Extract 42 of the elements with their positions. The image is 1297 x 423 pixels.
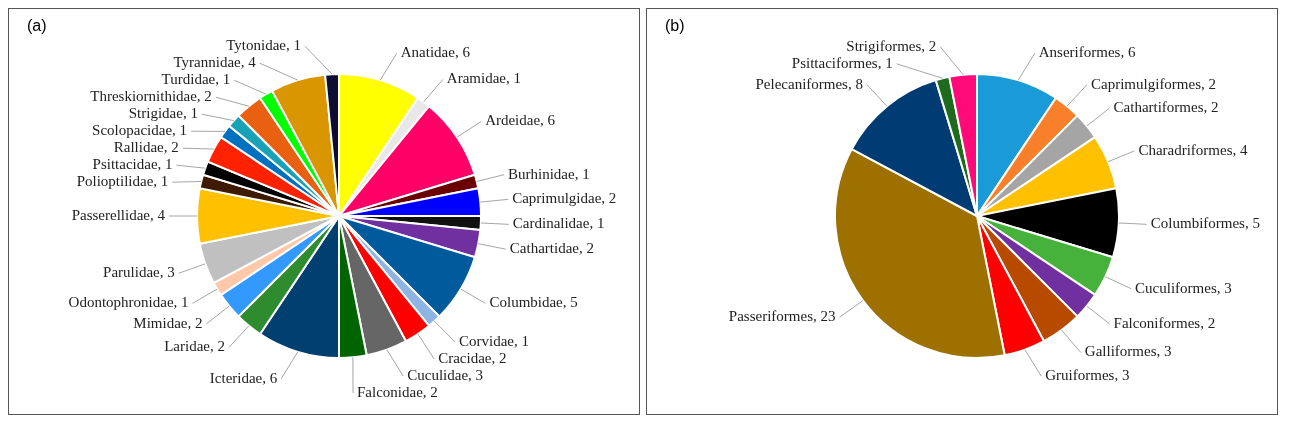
- slice-label: Polioptilidae, 1: [76, 173, 169, 190]
- slice-label: Columbidae, 5: [489, 294, 578, 311]
- slice-label: Anseriformes, 6: [1038, 44, 1136, 61]
- chart-title: (a): [27, 17, 47, 35]
- slice-label: Caprimulgidae, 2: [512, 190, 617, 207]
- slice-label: Ardeidae, 6: [485, 112, 556, 129]
- slice-label: Laridae, 2: [164, 338, 225, 355]
- slice-label: Parulidae, 3: [103, 264, 175, 281]
- chart-title: (b): [665, 17, 685, 35]
- slice-label: Falconiformes, 2: [1113, 314, 1216, 331]
- slice-label: Falconidae, 2: [357, 384, 438, 400]
- slice-label: Tyrannidae, 4: [173, 54, 257, 71]
- slice-label: Gruiformes, 3: [1045, 367, 1130, 383]
- slice-label: Cuculidae, 3: [407, 367, 484, 383]
- slice-label: Cathartiformes, 2: [1113, 99, 1219, 116]
- slice-label: Cardinalidae, 1: [512, 215, 605, 232]
- slice-label: Odontophronidae, 1: [68, 294, 189, 311]
- slice-label: Corvidae, 1: [459, 332, 530, 349]
- slice-label: Columbiformes, 5: [1150, 215, 1260, 232]
- slice-label: Burhinidae, 1: [508, 165, 590, 182]
- slice-label: Strigiformes, 2: [846, 37, 937, 54]
- slice-label: Cathartidae, 2: [509, 240, 594, 257]
- slice-label: Psittacidae, 1: [92, 156, 173, 173]
- slice-label: Anatidae, 6: [400, 44, 471, 61]
- slice-label: Passerellidae, 4: [71, 206, 166, 223]
- slice-label: Psittaciformes, 1: [791, 54, 893, 71]
- slice-label: Galliformes, 3: [1084, 343, 1172, 360]
- slice-label: Strigidae, 1: [128, 105, 198, 122]
- slice-label: Scolopacidae, 1: [92, 122, 188, 139]
- slice-label: Turdidae, 1: [161, 71, 231, 88]
- slice-label: Aramidae, 1: [446, 70, 521, 87]
- slice-label: Cracidae, 2: [438, 349, 507, 366]
- slice-label: Cuculiformes, 3: [1135, 279, 1232, 296]
- slice-label: Tytonidae, 1: [226, 37, 301, 54]
- slice-label: Pelecaniformes, 8: [755, 75, 863, 92]
- slice-label: Threskiornithidae, 2: [90, 88, 212, 105]
- slice-label: Icteridae, 6: [209, 369, 278, 386]
- slice-label: Caprimulgiformes, 2: [1091, 75, 1217, 92]
- slice-label: Charadriformes, 4: [1138, 141, 1249, 158]
- slice-label: Passeriformes, 23: [728, 308, 836, 325]
- slice-label: Mimidae, 2: [133, 314, 203, 331]
- slice-label: Rallidae, 2: [113, 139, 179, 156]
